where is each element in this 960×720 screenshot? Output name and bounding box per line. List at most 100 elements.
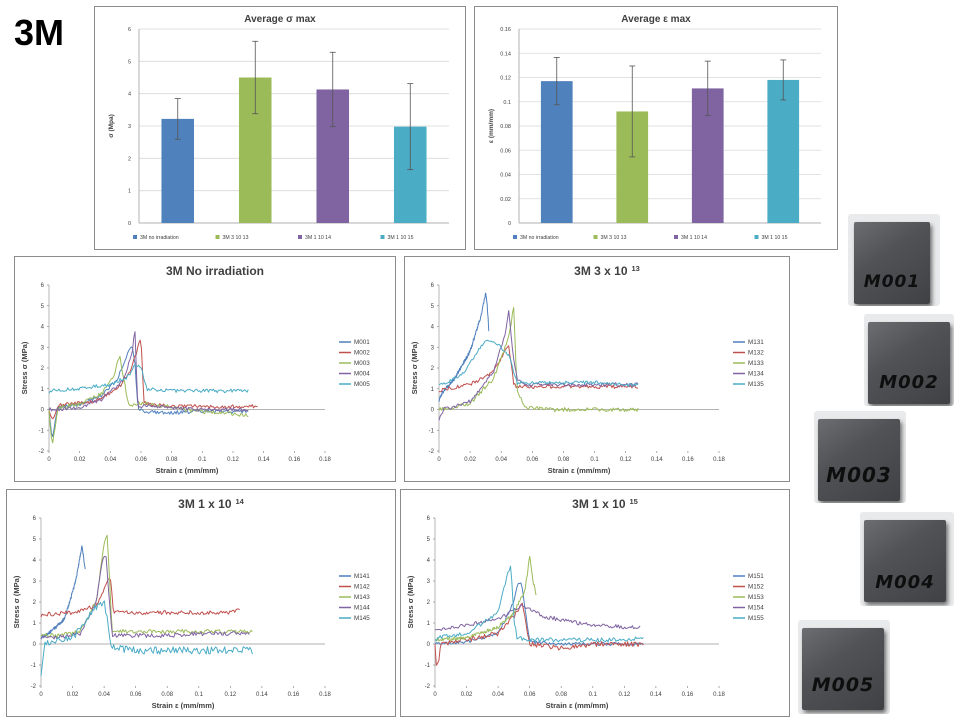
legend-label: M152	[748, 584, 764, 591]
x-tick-label: 0.1	[198, 457, 207, 463]
y-tick-label: 5	[33, 537, 37, 543]
chart-title: Average σ max	[244, 14, 316, 25]
x-tick-label: 0.08	[166, 457, 178, 463]
series-line-m144	[40, 555, 250, 640]
y-tick-label: 6	[33, 516, 37, 522]
y-tick-label: 6	[427, 516, 431, 522]
y-tick-label: 2	[41, 366, 45, 372]
y-tick-label: 5	[128, 59, 131, 65]
y-tick-label: 1	[427, 621, 431, 627]
y-tick-label: -2	[31, 684, 37, 690]
m13-chart: 3M 3 x 10 13 -2 -1 0 1 2 3 4 5 6 0 0.02 0.04 0.06 0.08 0…	[404, 256, 790, 482]
series-line-m145	[40, 600, 253, 677]
y-tick-label: 4	[41, 325, 45, 331]
y-tick-label: 5	[41, 304, 45, 310]
x-tick-label: 0.08	[555, 692, 567, 698]
avg-eps-chart: Average ε max 0 0.02 0.04 0.06 0.08 0.1 0.12 0.1…	[474, 6, 838, 250]
x-axis-label: Strain ε (mm/mm)	[548, 466, 611, 475]
legend-swatch	[593, 235, 598, 239]
x-tick-label: 0.02	[461, 692, 473, 698]
y-axis-label: Stress σ (MPa)	[12, 575, 21, 628]
x-tick-label: 0.02	[74, 457, 86, 463]
legend-swatch	[513, 235, 517, 239]
y-tick-label: -1	[31, 663, 37, 669]
y-tick-label: 0.06	[500, 148, 511, 154]
y-tick-label: 4	[33, 558, 37, 564]
series-line-m003	[48, 355, 249, 444]
x-tick-label: 0.14	[651, 457, 663, 463]
x-tick-label: 0.08	[161, 692, 173, 698]
series-line-m152	[434, 602, 644, 666]
x-tick-label: 0.18	[319, 692, 331, 698]
series-line-m005	[48, 364, 249, 394]
series-line-m002	[48, 339, 258, 420]
title-superscript: 14	[236, 497, 245, 506]
avg-eps-svg: Average ε max 0 0.02 0.04 0.06 0.08 0.1 0.12 0.1…	[488, 14, 821, 241]
series-line-m142	[40, 578, 240, 618]
sample-photo-m003: M003	[814, 411, 906, 503]
x-tick-label: 0.16	[682, 692, 694, 698]
x-axis-label: Strain ε (mm/mm)	[152, 701, 215, 710]
legend-label: M153	[748, 594, 764, 601]
x-tick-label: 0.16	[682, 457, 694, 463]
x-tick-label: 0.1	[589, 692, 598, 698]
x-tick-label: 0.14	[258, 457, 270, 463]
legend-label: 3M no irradiation	[140, 235, 179, 241]
x-tick-label: 0.1	[590, 457, 599, 463]
y-tick-label: 0.12	[500, 76, 511, 82]
x-tick-label: 0.04	[104, 457, 116, 463]
legend-label: M005	[354, 381, 370, 388]
legend-label: M131	[748, 339, 764, 346]
legend-label: M154	[748, 605, 764, 612]
avg-sigma-svg: Average σ max 0 1 2 3 4 5 6 σ (Mpa) 3M no irradia…	[108, 14, 449, 241]
y-tick-label: 4	[431, 325, 435, 331]
y-tick-label: -1	[425, 663, 431, 669]
x-tick-label: 0.16	[288, 457, 300, 463]
sample-photo-m002: M002	[864, 314, 954, 406]
series-line-m141	[40, 545, 86, 640]
x-tick-label: 0.1	[195, 692, 204, 698]
sample-label: M003	[826, 463, 892, 487]
legend-label: 3M 1 10 14	[681, 235, 707, 241]
series-line-m131	[438, 292, 490, 402]
x-tick-label: 0.08	[558, 457, 570, 463]
legend-label: M141	[354, 573, 370, 580]
x-tick-label: 0	[433, 692, 437, 698]
y-tick-label: 4	[128, 92, 131, 98]
legend-label: 3M 1 10 15	[762, 235, 788, 241]
y-tick-label: 0	[508, 221, 511, 227]
y-tick-label: 3	[128, 124, 131, 130]
x-tick-label: 0.02	[464, 457, 476, 463]
x-tick-label: 0.06	[524, 692, 536, 698]
x-tick-label: 0	[39, 692, 43, 698]
y-tick-label: 1	[41, 387, 45, 393]
series-line-m155	[434, 565, 644, 643]
y-tick-label: 0	[128, 221, 131, 227]
series-line-m133	[438, 307, 639, 413]
sample-photo-m001: M001	[848, 214, 940, 306]
legend-swatch	[674, 235, 678, 239]
series-line-m001	[48, 346, 249, 438]
legend-swatch	[133, 235, 137, 239]
y-tick-label: 0	[431, 408, 435, 414]
legend-label: M004	[354, 371, 370, 378]
x-tick-label: 0.18	[713, 457, 725, 463]
y-tick-label: 0	[427, 642, 431, 648]
avg-sigma-chart: Average σ max 0 1 2 3 4 5 6 σ (Mpa) 3M no irradia…	[94, 6, 466, 250]
legend-label: M001	[354, 339, 370, 346]
legend-swatch	[380, 235, 385, 239]
x-tick-label: 0.02	[67, 692, 79, 698]
y-tick-label: 2	[431, 366, 435, 372]
x-tick-label: 0.18	[319, 457, 331, 463]
sample-photo-m005: M005	[798, 620, 890, 714]
y-tick-label: 6	[128, 27, 131, 33]
legend-label: 3M 1 10 14	[305, 235, 331, 241]
legend-label: M155	[748, 615, 764, 622]
sample-label: M002	[879, 372, 939, 393]
x-tick-label: 0.14	[650, 692, 662, 698]
legend-label: 3M no irradiation	[520, 235, 559, 241]
chart-title: 3M 1 x 10 15	[572, 497, 638, 511]
x-tick-label: 0.12	[227, 457, 239, 463]
legend-label: M003	[354, 360, 370, 367]
x-tick-label: 0.18	[713, 692, 725, 698]
